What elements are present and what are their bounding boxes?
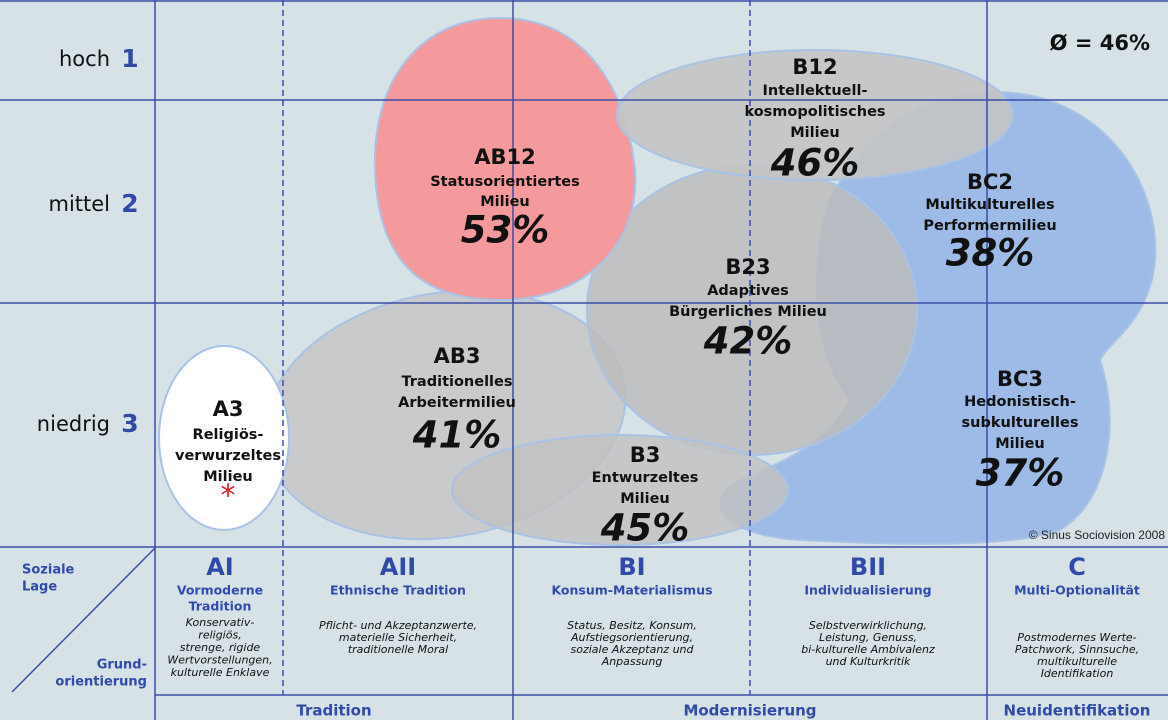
ab12-shape	[373, 16, 637, 302]
column-description: Patchwork, Sinnsuche,	[1015, 643, 1139, 656]
column-description: traditionelle Moral	[348, 643, 448, 656]
column-description: Pflicht- und Akzeptanzwerte,	[319, 619, 477, 632]
column-code: BII	[850, 553, 886, 581]
labels: hoch 1 mittel 2 niedrig 3 AB12 Statusorientiert…	[22, 44, 1150, 720]
milieu-name: Entwurzeltes	[592, 470, 699, 486]
column-code: AI	[206, 553, 234, 581]
milieu-share: 41%	[412, 414, 502, 457]
column-title: Multi-Optionalität	[1014, 583, 1140, 598]
b12-shape	[616, 49, 1014, 181]
column-title: Tradition	[189, 599, 252, 614]
milieu-name: Religiös-	[193, 427, 264, 443]
milieu-share: 38%	[946, 232, 1035, 275]
column-description: religiös,	[198, 629, 241, 642]
average: Ø = 46%	[1050, 31, 1150, 55]
column-description: multikulturelle	[1037, 655, 1117, 668]
row-label: hoch	[59, 47, 110, 71]
milieu-share: 42%	[703, 320, 793, 363]
milieu-name: kosmopolitisches	[744, 104, 885, 120]
group-label: Tradition	[296, 702, 371, 720]
column-description: soziale Akzeptanz und	[571, 643, 695, 656]
corner-y-label: Grund-	[97, 658, 147, 673]
milieu-name: Hedonistisch-	[964, 394, 1076, 410]
milieu-name: Performermilieu	[923, 218, 1056, 234]
milieu-code: A3	[213, 397, 244, 421]
milieu-name: Milieu	[480, 194, 530, 210]
column-description: Selbstverwirklichung,	[809, 619, 927, 632]
milieu-code: B12	[792, 55, 837, 79]
column-title: Vormoderne	[177, 583, 263, 598]
column-description: Wertvorstellungen,	[167, 654, 272, 667]
row-label: niedrig	[37, 412, 110, 436]
milieu-name: Adaptives	[707, 283, 789, 299]
milieu-share: *	[221, 479, 236, 514]
column-title: Individualisierung	[804, 583, 931, 598]
column-code: BI	[618, 553, 645, 581]
milieu-code: BC3	[997, 367, 1043, 391]
row-label: mittel	[48, 192, 110, 216]
column-description: materielle Sicherheit,	[339, 631, 457, 644]
column-description: strenge, rigide	[180, 641, 261, 654]
milieu-share: 53%	[461, 209, 550, 252]
milieu-name: Statusorientiertes	[430, 174, 580, 190]
column-title: Ethnische Tradition	[330, 583, 466, 598]
a3-shape	[158, 345, 290, 531]
column-description: Postmodernes Werte-	[1017, 631, 1136, 644]
milieu-code: AB12	[474, 145, 535, 169]
milieu-name: Multikulturelles	[925, 197, 1054, 213]
b3-shape	[451, 434, 789, 546]
milieu-code: AB3	[434, 344, 481, 368]
milieu-name: Traditionelles	[401, 374, 512, 390]
column-description: bi-kulturelle Ambivalenz	[801, 643, 935, 656]
column-code: AII	[380, 553, 416, 581]
milieu-name: Arbeitermilieu	[398, 395, 516, 411]
group-label: Modernisierung	[683, 702, 816, 720]
corner-diagonal	[11, 547, 156, 693]
group-label: Neuidentifikation	[1004, 702, 1151, 720]
row-level: 2	[121, 189, 138, 218]
milieu-shapes	[158, 16, 1157, 546]
column-description: Konservativ-	[186, 616, 255, 629]
column-description: kulturelle Enklave	[171, 666, 270, 679]
column-description: Leistung, Genuss,	[819, 631, 917, 644]
copyright: © Sinus Sociovision 2008	[1029, 528, 1166, 542]
milieu-name: Milieu	[995, 436, 1045, 452]
milieu-name: Milieu	[203, 469, 253, 485]
column-title: Konsum-Materialismus	[551, 583, 712, 598]
milieu-code: BC2	[967, 170, 1013, 194]
milieu-name: Intellektuell-	[763, 83, 868, 99]
corner-x-label: Lage	[22, 580, 57, 595]
milieu-share: 46%	[770, 142, 860, 185]
corner-y-label: orientierung	[55, 675, 147, 690]
milieu-name: Milieu	[790, 125, 840, 141]
milieu-name: subkulturelles	[962, 415, 1079, 431]
milieu-name: Bürgerliches Milieu	[669, 304, 827, 320]
column-description: Identifikation	[1041, 667, 1114, 680]
column-description: Aufstiegsorientierung,	[570, 631, 693, 644]
milieu-code: B3	[630, 443, 661, 467]
column-code: C	[1068, 553, 1086, 581]
milieu-name: Milieu	[620, 491, 670, 507]
column-description: Anpassung	[601, 655, 663, 668]
corner-x-label: Soziale	[22, 563, 75, 578]
milieu-share: 37%	[976, 452, 1065, 495]
row-level: 3	[121, 409, 138, 438]
milieu-name: verwurzeltes	[175, 448, 281, 464]
row-level: 1	[121, 44, 138, 73]
milieu-code: B23	[725, 255, 770, 279]
milieu-share: 45%	[600, 507, 690, 550]
column-description: und Kulturkritik	[826, 655, 911, 668]
column-description: Status, Besitz, Konsum,	[567, 619, 697, 632]
